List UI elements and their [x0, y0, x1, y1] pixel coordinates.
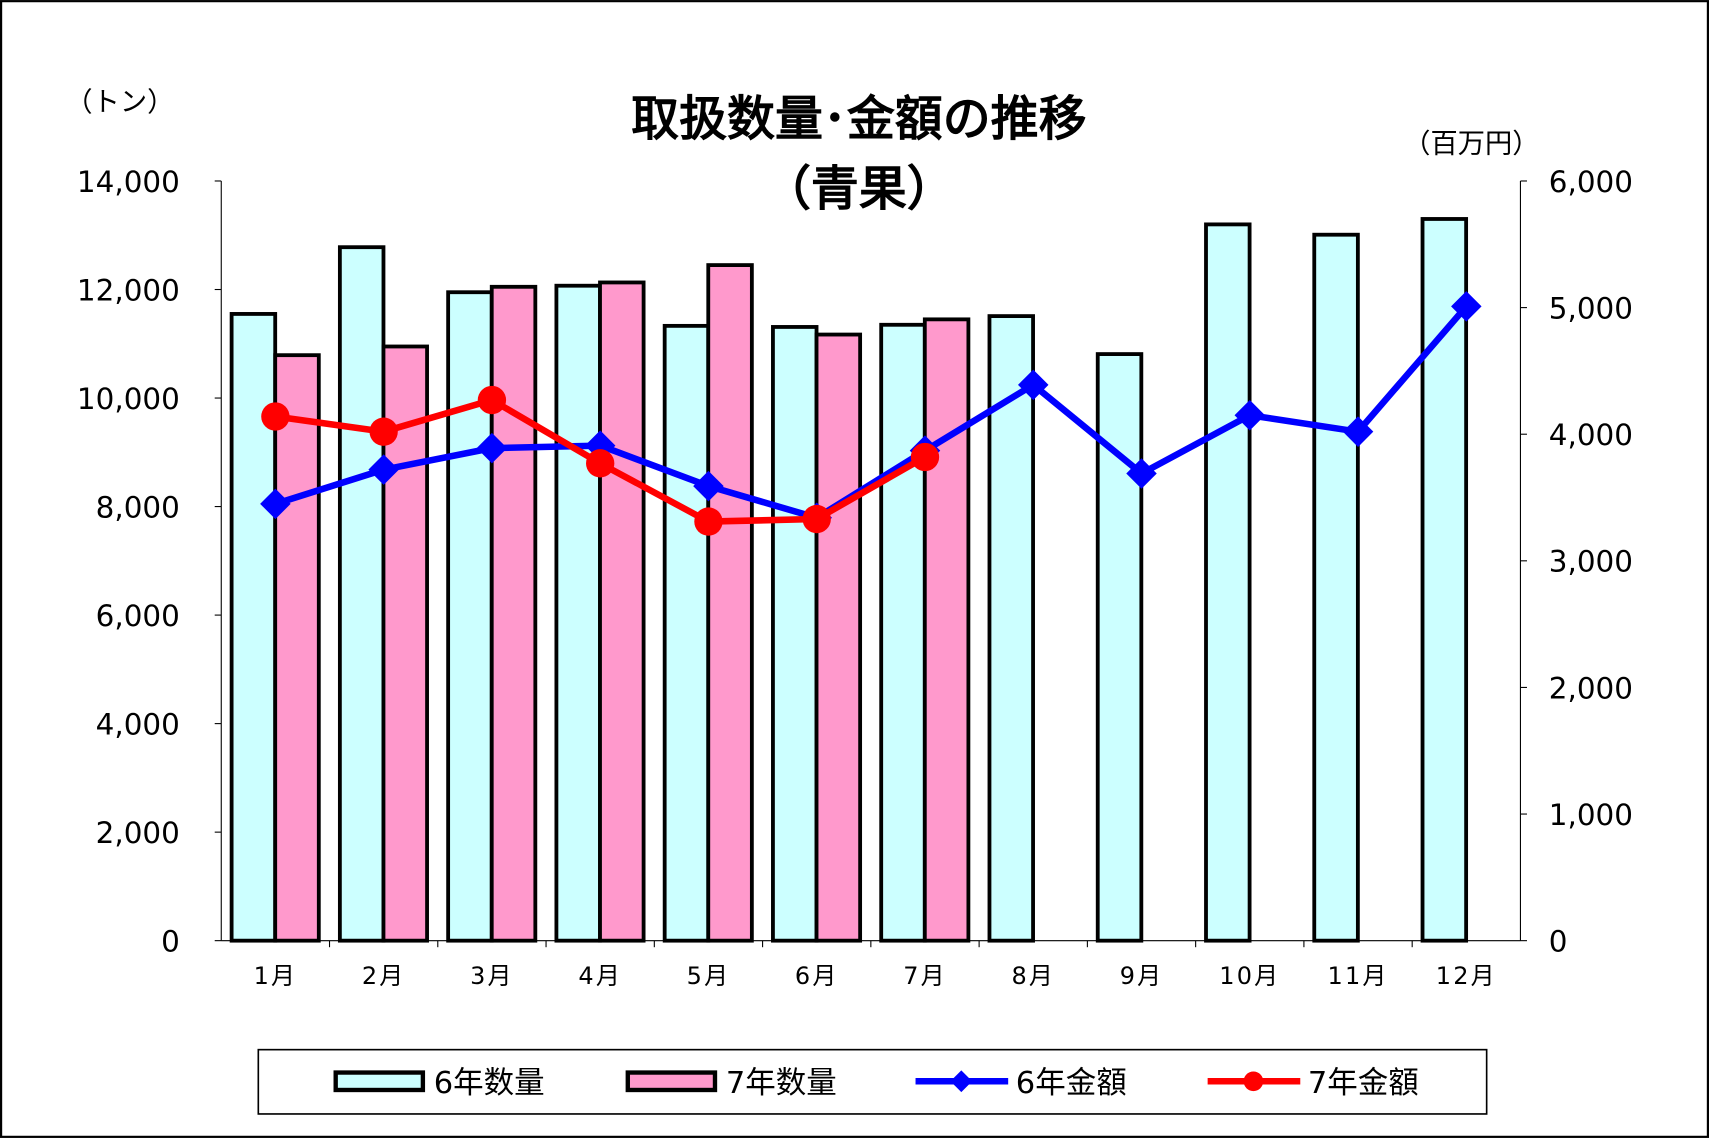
- legend-diamond-marker: [950, 1070, 973, 1093]
- marker-7年金額: [694, 507, 723, 536]
- bar-7年数量-7月: [922, 317, 971, 943]
- category-label: 12月: [1436, 962, 1497, 990]
- right-tick-label: 6,000: [1549, 165, 1633, 199]
- marker-7年金額: [369, 417, 398, 446]
- marker-6年金額: [1126, 458, 1157, 489]
- chart-title: 取扱数量･金額の推移: [631, 91, 1086, 147]
- category-label: 1月: [254, 962, 298, 990]
- legend-label-7-quantity: 7年数量: [726, 1066, 837, 1101]
- legend-label-7-amount: 7年金額: [1308, 1066, 1419, 1101]
- right-tick-label: 5,000: [1549, 291, 1633, 325]
- marker-6年金額: [1342, 416, 1374, 447]
- bar-6年数量-2月: [337, 245, 386, 943]
- bar-6年数量-12月: [1420, 217, 1469, 943]
- marker-7年金額: [910, 442, 940, 472]
- right-axis-unit: （百万円）: [1403, 129, 1539, 160]
- marker-6年金額: [1234, 399, 1266, 431]
- category-label: 11月: [1328, 962, 1389, 990]
- marker-6年金額: [476, 432, 508, 464]
- right-tick-label: 4,000: [1549, 418, 1633, 452]
- marker-6年金額: [693, 470, 724, 502]
- right-tick-label: 1,000: [1549, 798, 1633, 832]
- marker-6年金額: [1451, 291, 1482, 322]
- bar-6年数量-7月: [879, 322, 927, 943]
- bar-7年数量-5月: [706, 263, 754, 943]
- left-tick-label: 10,000: [77, 382, 180, 416]
- bar-6年数量-4月: [554, 283, 602, 943]
- right-tick-label: 2,000: [1549, 671, 1633, 705]
- left-axis-unit: （トン）: [65, 87, 174, 118]
- marker-6年金額: [368, 454, 399, 485]
- legend-swatch-6-quantity: [333, 1070, 426, 1093]
- bar-7年数量-3月: [489, 284, 538, 943]
- marker-6年金額: [260, 488, 291, 520]
- bar-6年数量-5月: [662, 323, 711, 943]
- marker-7年金額: [586, 449, 615, 478]
- category-label: 5月: [687, 962, 731, 990]
- legend-circle-marker: [1243, 1071, 1264, 1092]
- left-tick-label: 4,000: [96, 708, 180, 742]
- left-tick-label: 0: [161, 925, 180, 959]
- category-label: 3月: [470, 962, 514, 990]
- category-label: 10月: [1219, 962, 1280, 990]
- bar-6年数量-11月: [1312, 232, 1360, 943]
- bar-7年数量-2月: [381, 344, 429, 943]
- left-tick-label: 14,000: [77, 165, 180, 199]
- legend-label-6-amount: 6年金額: [1016, 1066, 1127, 1101]
- category-label: 8月: [1011, 962, 1055, 990]
- left-tick-label: 6,000: [96, 599, 180, 633]
- marker-7年金額: [261, 402, 290, 431]
- chart-subtitle: （青果）: [763, 161, 955, 217]
- category-label: 2月: [362, 962, 406, 990]
- left-tick-label: 12,000: [77, 273, 180, 307]
- marker-7年金額: [802, 504, 831, 534]
- right-tick-label: 3,000: [1549, 545, 1633, 579]
- bar-6年数量-6月: [771, 325, 819, 943]
- category-label: 7月: [903, 962, 947, 990]
- line-6年金額: [274, 304, 1469, 522]
- left-tick-label: 8,000: [96, 490, 180, 524]
- bar-7年数量-4月: [598, 280, 646, 943]
- right-tick-label: 0: [1549, 925, 1568, 959]
- bar-7年数量-1月: [273, 353, 321, 943]
- legend-swatch-7-quantity: [625, 1070, 718, 1093]
- bar-6年数量-8月: [987, 314, 1035, 943]
- left-tick-label: 2,000: [96, 816, 180, 850]
- category-label: 6月: [795, 962, 839, 990]
- bar-7年数量-6月: [814, 332, 863, 943]
- legend: 6年数量 7年数量 6年金額 7年金額: [257, 1048, 1488, 1115]
- category-label: 4月: [578, 962, 622, 990]
- category-label: 9月: [1120, 962, 1164, 990]
- bar-6年数量-10月: [1204, 222, 1252, 943]
- marker-7年金額: [477, 385, 507, 415]
- legend-label-6-quantity: 6年数量: [434, 1066, 545, 1101]
